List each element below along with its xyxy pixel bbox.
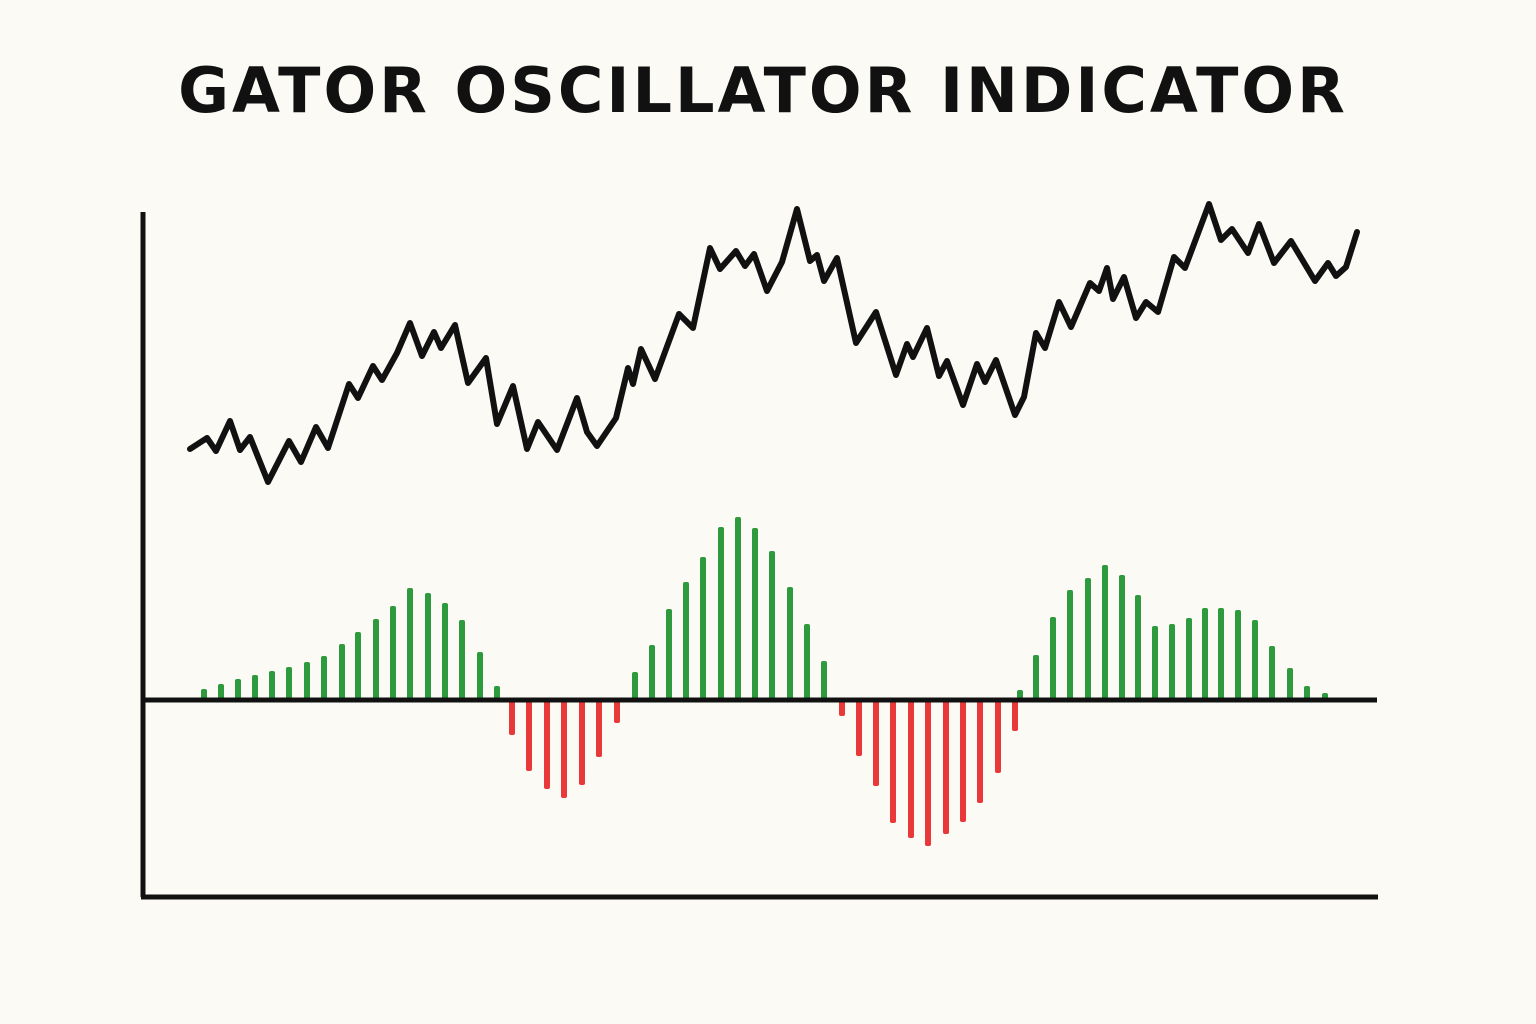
oscillator-bar	[252, 675, 258, 700]
oscillator-bar	[373, 619, 379, 700]
oscillator-bar	[509, 700, 515, 735]
oscillator-bar	[995, 700, 1001, 773]
oscillator-bar	[579, 700, 585, 785]
oscillator-bar	[321, 656, 327, 700]
oscillator-bar	[269, 671, 275, 700]
oscillator-bar	[683, 582, 689, 700]
oscillator-bar	[1050, 617, 1056, 700]
oscillator-bar	[735, 517, 741, 700]
oscillator-bar	[1085, 578, 1091, 700]
oscillator-bar	[218, 684, 224, 700]
oscillator-bar	[1135, 595, 1141, 700]
oscillator-bar	[425, 593, 431, 700]
oscillator-bar	[908, 700, 914, 838]
oscillator-bar	[1269, 646, 1275, 700]
oscillator-bar	[890, 700, 896, 823]
oscillator-bar	[752, 528, 758, 700]
oscillator-bar	[304, 662, 310, 700]
chart-title: GATOR OSCILLATOR INDICATOR	[178, 54, 1348, 127]
oscillator-bar	[614, 700, 620, 723]
oscillator-bar	[1304, 686, 1310, 700]
oscillator-bar	[1252, 620, 1258, 700]
oscillator-bar	[804, 624, 810, 700]
oscillator-bar	[1012, 700, 1018, 731]
oscillator-bar	[977, 700, 983, 803]
oscillator-bar	[649, 645, 655, 700]
oscillator-bar	[390, 606, 396, 700]
oscillator-bar	[526, 700, 532, 771]
oscillator-bar	[442, 603, 448, 700]
oscillator-bar	[286, 667, 292, 700]
oscillator-bar	[787, 587, 793, 700]
oscillator-bar	[821, 661, 827, 700]
oscillator-bar	[666, 609, 672, 700]
oscillator-bar	[873, 700, 879, 786]
oscillator-bar	[718, 527, 724, 700]
oscillator-bar	[632, 672, 638, 700]
oscillator-bar	[561, 700, 567, 798]
oscillator-bar	[1235, 610, 1241, 700]
oscillator-bar	[494, 686, 500, 700]
oscillator-bar	[459, 620, 465, 700]
oscillator-bar	[856, 700, 862, 756]
oscillator-bar	[339, 644, 345, 700]
oscillator-bar	[1152, 626, 1158, 700]
oscillator-bar	[596, 700, 602, 757]
oscillator-bar	[1102, 565, 1108, 700]
oscillator-bar	[201, 689, 207, 700]
oscillator-bar	[477, 652, 483, 700]
oscillator-bar	[943, 700, 949, 834]
oscillator-bar	[769, 551, 775, 700]
oscillator-bar	[925, 700, 931, 846]
oscillator-bar	[1186, 618, 1192, 700]
oscillator-bar	[407, 588, 413, 700]
oscillator-bar	[235, 679, 241, 700]
oscillator-bar	[1067, 590, 1073, 700]
oscillator-bar	[700, 557, 706, 700]
oscillator-bar	[544, 700, 550, 789]
price-line	[187, 201, 1360, 485]
oscillator-bar	[1169, 624, 1175, 700]
oscillator-bar	[1202, 608, 1208, 700]
oscillator-bar	[839, 700, 845, 716]
oscillator-bar	[1287, 668, 1293, 700]
oscillator-bar	[960, 700, 966, 822]
oscillator-bar	[1218, 608, 1224, 700]
oscillator-bar	[1033, 655, 1039, 700]
oscillator-bar	[355, 632, 361, 700]
oscillator-bar	[1119, 575, 1125, 700]
